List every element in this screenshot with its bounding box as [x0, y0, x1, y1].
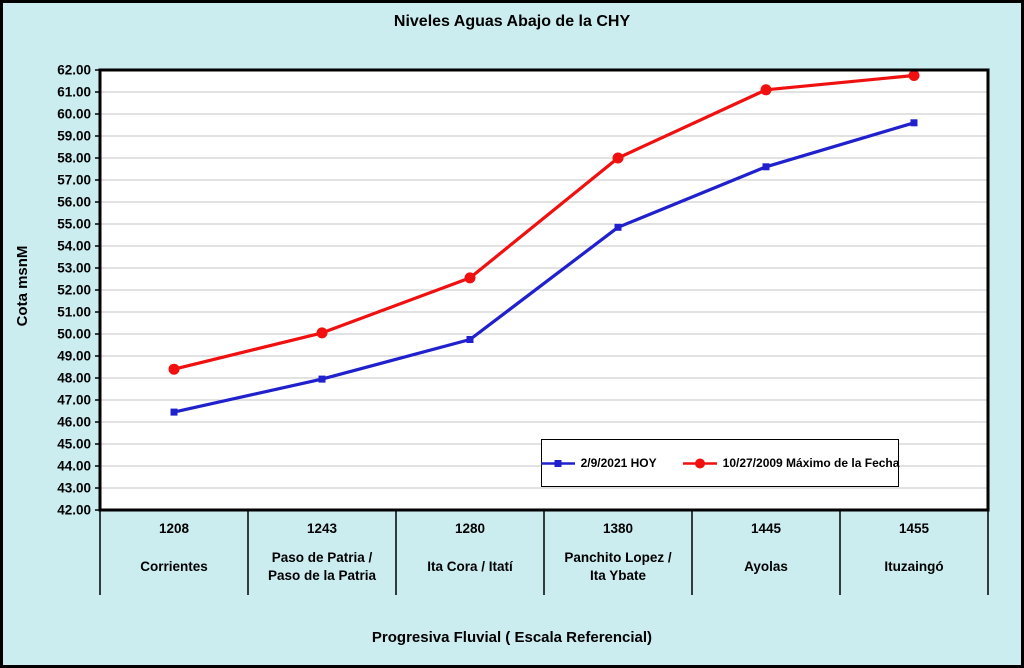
legend-square-marker-icon	[540, 459, 575, 467]
category-km-label: 1243	[307, 521, 338, 536]
category-name-label: Ita Cora / Itatí	[427, 559, 514, 574]
series-1-circle-marker	[908, 70, 920, 81]
series-1-circle-marker	[316, 327, 328, 339]
plot-border	[98, 68, 990, 512]
y-tick-label: 50.00	[57, 327, 91, 342]
series-line-0	[172, 121, 916, 414]
y-tick-label: 62.00	[57, 63, 91, 78]
y-tick-label: 47.00	[57, 393, 91, 408]
chart-title: Niveles Aguas Abajo de la CHY	[393, 13, 631, 30]
series-0-square-marker	[466, 336, 474, 343]
y-tick-label: 54.00	[57, 239, 91, 254]
category-km-label: 1455	[899, 521, 930, 536]
y-tick-label: 57.00	[57, 173, 91, 188]
series-0-square-marker	[762, 163, 770, 171]
x-axis-title: Progresiva Fluvial ( Escala Referencial)	[371, 629, 653, 646]
y-tick-label: 45.00	[57, 437, 91, 452]
legend-label-hoy: 2/9/2021 HOY	[580, 456, 657, 470]
y-tick-label: 42.00	[57, 503, 91, 518]
legend-label-maximo: 10/27/2009 Máximo de la Fecha	[722, 456, 900, 470]
category-km-label: 1208	[159, 521, 190, 536]
category-km-label: 1280	[455, 521, 485, 536]
y-tick-label: 59.00	[57, 129, 91, 144]
y-tick-label: 55.00	[57, 217, 91, 232]
series-0-square-marker	[318, 375, 326, 383]
series-1-circle-marker	[168, 363, 180, 375]
y-tick-label: 46.00	[57, 415, 91, 430]
y-tick-label: 56.00	[57, 195, 91, 210]
legend-circle-marker-icon	[682, 458, 717, 468]
y-tick-label: 61.00	[57, 85, 91, 100]
category-name-label: Paso de Patria /	[272, 550, 373, 565]
series-1-circle-marker	[612, 152, 624, 164]
category-name-label: Corrientes	[140, 559, 208, 574]
legend: 2/9/2021 HOY 10/27/2009 Máximo de la Fec…	[540, 439, 900, 487]
series-0-square-marker	[910, 119, 918, 127]
y-tick-label: 44.00	[57, 459, 91, 474]
category-km-label: 1445	[751, 521, 782, 536]
series-0-square-marker	[170, 408, 178, 416]
y-tick-label: 51.00	[57, 305, 91, 320]
plot-area: 42.00 43.00 44.00 45.00 46.00 47.00 48.00 49.00…	[57, 63, 990, 595]
y-tick-label: 60.00	[57, 107, 91, 122]
category-km-label: 1380	[603, 521, 633, 536]
series-1-circle-marker	[464, 272, 476, 284]
category-name-label: Panchito Lopez /	[564, 550, 672, 565]
y-tick-label: 58.00	[57, 151, 91, 166]
category-name-label: Ayolas	[744, 559, 788, 574]
category-name-label: Ita Ybate	[590, 568, 647, 583]
legend-item-hoy: 2/9/2021 HOY	[540, 456, 657, 470]
legend-item-maximo: 10/27/2009 Máximo de la Fecha	[682, 456, 900, 470]
series-line-1	[172, 73, 916, 371]
series-0-square-marker	[614, 223, 622, 231]
y-tick-label: 48.00	[57, 371, 91, 386]
y-tick-label: 53.00	[57, 261, 91, 276]
y-tick-label: 49.00	[57, 349, 91, 364]
series-1-circle-marker	[760, 84, 772, 96]
y-tick-label: 43.00	[57, 481, 91, 496]
category-name-label: Ituzaingó	[884, 559, 943, 574]
category-name-label: Paso de la Patria	[268, 568, 377, 583]
y-tick-label: 52.00	[57, 283, 91, 298]
